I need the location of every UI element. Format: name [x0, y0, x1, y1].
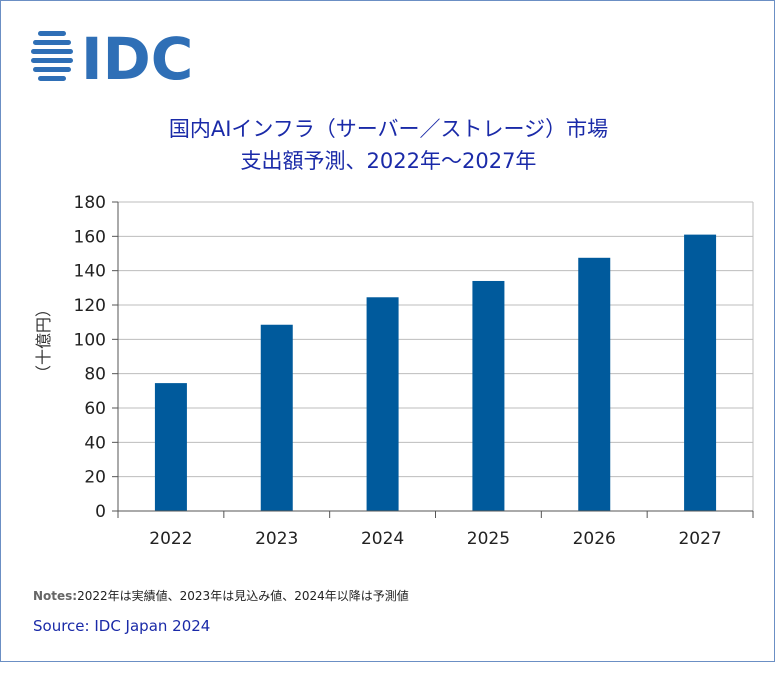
bar-2027 [684, 234, 717, 511]
y-tick-label: 40 [84, 433, 106, 453]
bar-2024 [366, 297, 399, 511]
y-tick-labels: 0 20 40 60 80 100 120 140 160 180 [74, 193, 106, 522]
y-axis-label: （十億円） [34, 301, 53, 381]
title-line-1: 国内AIインフラ（サーバー／ストレージ）市場 [168, 117, 609, 141]
x-tick-label: 2022 [149, 529, 192, 549]
source-credit: Source: IDC Japan 2024 [33, 617, 211, 635]
grid-lines [118, 201, 754, 511]
bar-2023 [260, 324, 293, 511]
y-tick-label: 120 [74, 296, 106, 316]
x-tick-label: 2024 [361, 529, 404, 549]
y-tick-label: 0 [95, 502, 106, 522]
idc-logo: IDC [31, 25, 193, 87]
notes-label: Notes: [33, 589, 78, 603]
logo-text: IDC [81, 25, 193, 87]
y-tick-label: 140 [74, 262, 106, 282]
globe-icon [31, 31, 73, 81]
y-tick-label: 160 [74, 227, 106, 247]
x-tick-labels: 2022 2023 2024 2025 2026 2027 [149, 529, 721, 549]
y-tick-label: 20 [84, 468, 106, 488]
title-line-2: 支出額予測、2022年～2027年 [240, 149, 537, 173]
notes-text: 2022年は実績値、2023年は見込み値、2024年以降は予測値 [77, 589, 409, 603]
bar-2026 [578, 257, 611, 511]
axes [112, 201, 754, 518]
y-tick-label: 100 [74, 330, 106, 350]
chart-notes: Notes:2022年は実績値、2023年は見込み値、2024年以降は予測値 [33, 587, 409, 604]
x-tick-label: 2027 [678, 529, 721, 549]
chart-title: 国内AIインフラ（サーバー／ストレージ）市場 支出額予測、2022年～2027年 [1, 113, 775, 177]
y-tick-label: 80 [84, 365, 106, 385]
y-tick-label: 180 [74, 193, 106, 213]
bar-2025 [472, 280, 505, 511]
x-tick-label: 2023 [255, 529, 298, 549]
bars [154, 234, 717, 511]
figure-frame: IDC 国内AIインフラ（サーバー／ストレージ）市場 支出額予測、2022年～2… [0, 0, 775, 662]
x-tick-label: 2026 [573, 529, 616, 549]
y-tick-label: 60 [84, 399, 106, 419]
x-tick-label: 2025 [467, 529, 510, 549]
bar-2022 [154, 383, 187, 511]
